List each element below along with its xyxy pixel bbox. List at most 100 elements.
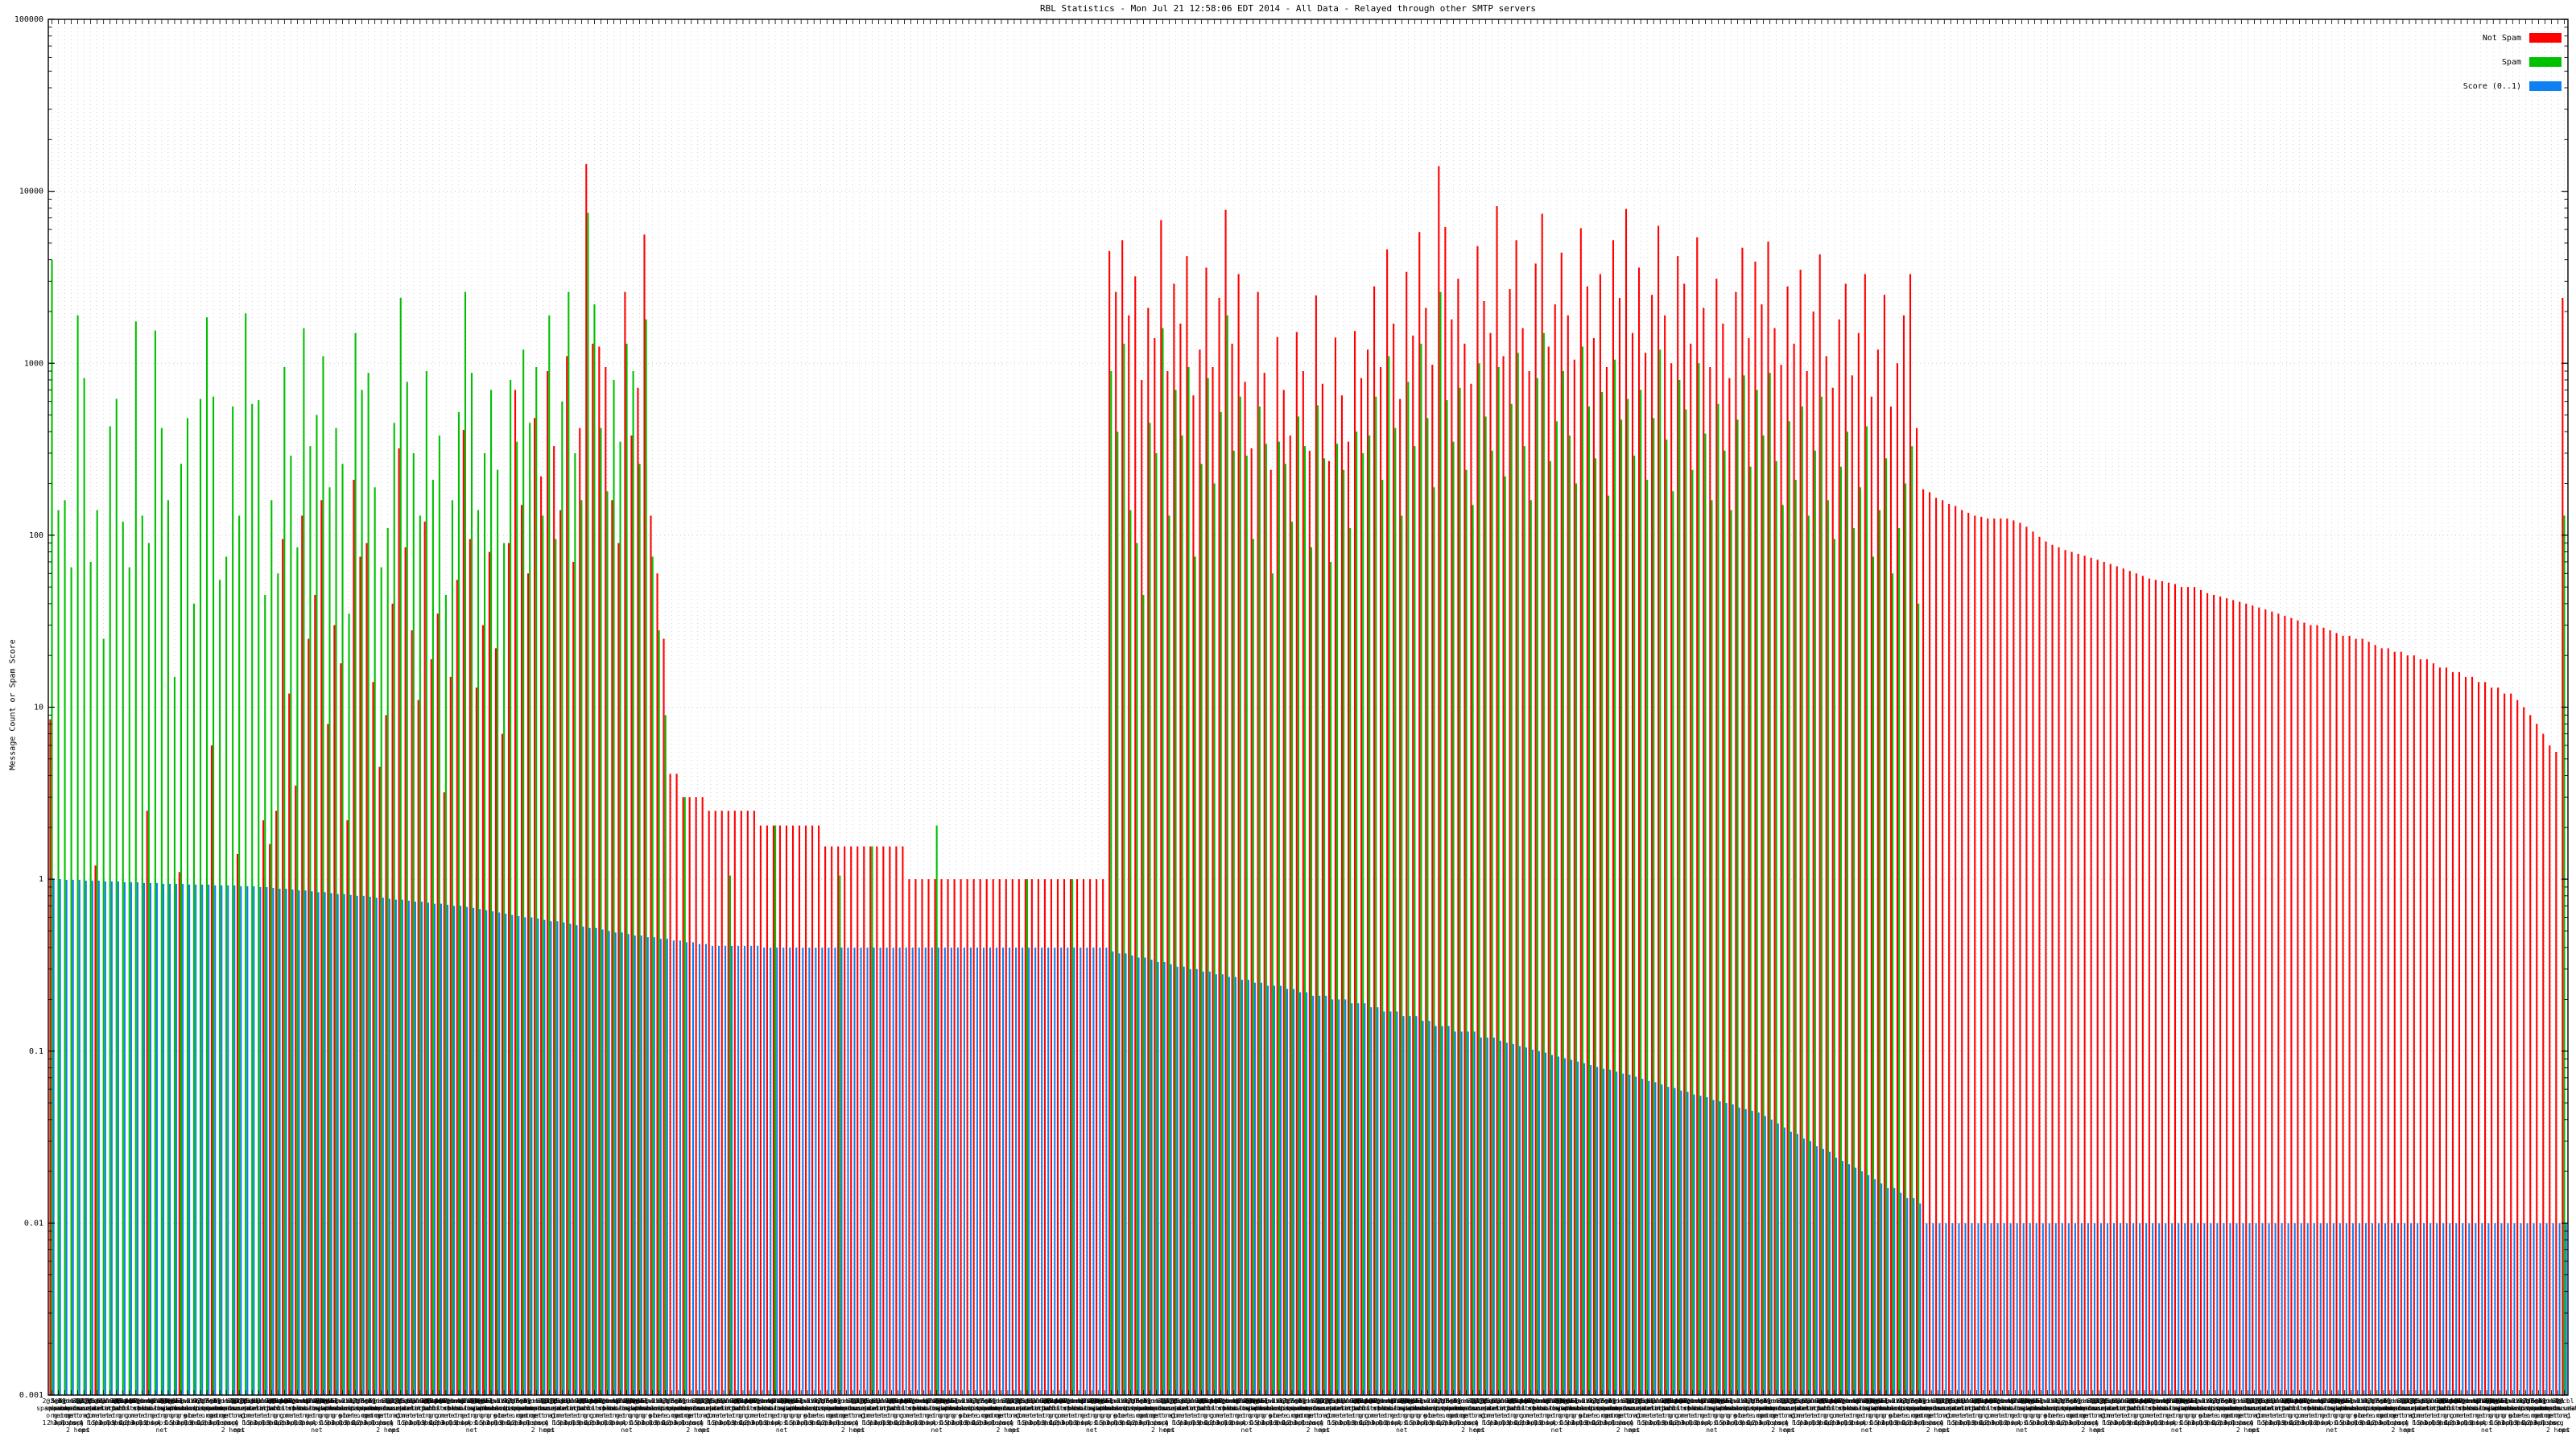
legend-item-not-spam: Not Spam [2463,26,2562,50]
svg-text:100000: 100000 [14,15,43,24]
svg-text:0.01: 0.01 [24,1219,43,1228]
